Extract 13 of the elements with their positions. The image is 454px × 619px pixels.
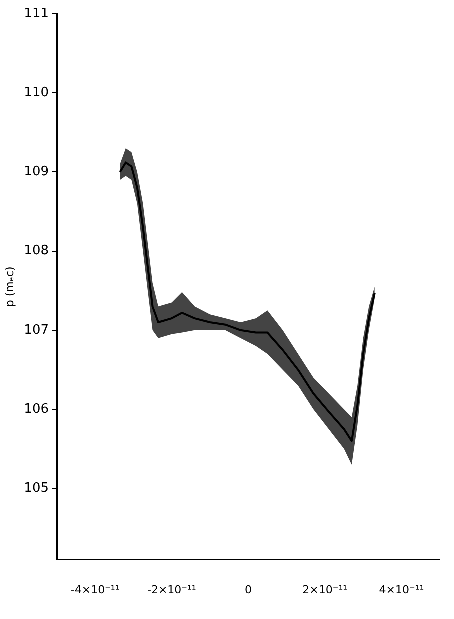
y-tick-label: 105 [24, 480, 50, 496]
y-tick-label: 110 [24, 85, 50, 100]
x-tick-label: 0 [245, 583, 252, 596]
x-tick-label: 4×10⁻¹¹ [379, 583, 424, 596]
y-tick-label: 107 [24, 322, 50, 338]
x-tick-label: -4×10⁻¹¹ [70, 583, 120, 596]
y-tick-label: 106 [24, 402, 50, 417]
x-tick-label: -2×10⁻¹¹ [148, 583, 196, 596]
y-axis-title: p (mₑc) [3, 266, 16, 308]
y-tick-label: 109 [24, 164, 50, 180]
y-tick-label: 111 [24, 6, 50, 22]
x-tick-label: 2×10⁻¹¹ [302, 583, 348, 596]
y-tick-label: 108 [24, 244, 50, 259]
